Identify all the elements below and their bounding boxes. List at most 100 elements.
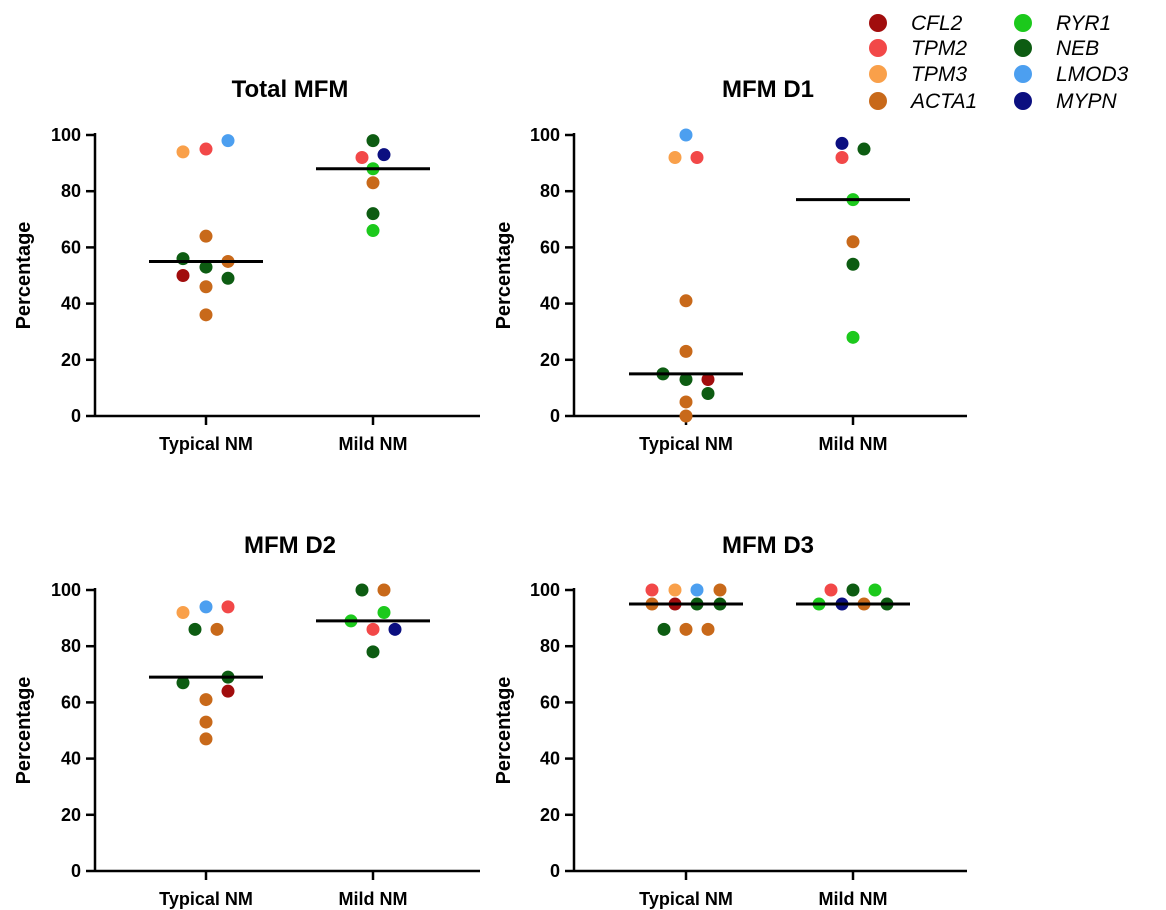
data-point — [366, 645, 380, 659]
y-axis-label: Percentage — [13, 677, 35, 785]
y-tick-label: 40 — [540, 294, 560, 314]
legend-marker — [1014, 92, 1032, 110]
data-point — [713, 583, 727, 597]
y-tick-label: 0 — [550, 861, 560, 881]
data-point — [679, 622, 693, 636]
data-point — [668, 583, 682, 597]
data-point — [690, 150, 704, 164]
legend-marker — [1014, 39, 1032, 57]
legend-item: CFL2 — [869, 12, 963, 35]
legend-item: TPM3 — [869, 63, 967, 86]
legend-marker — [869, 14, 887, 32]
y-tick-label: 40 — [61, 749, 81, 769]
data-point — [199, 732, 213, 746]
data-point — [657, 622, 671, 636]
data-point — [221, 134, 235, 148]
data-point — [690, 583, 704, 597]
legend-item: MYPN — [1014, 90, 1118, 113]
data-point — [199, 280, 213, 294]
chart-panel-4: MFM D3 Percentage 0 20 40 60 80 100 Typical NM Mi… — [493, 532, 967, 909]
x-tick-label: Typical NM — [159, 889, 253, 909]
legend-label: RYR1 — [1056, 12, 1111, 35]
data-point — [199, 308, 213, 322]
legend-item: ACTA1 — [869, 90, 977, 113]
x-tick-label: Mild NM — [819, 434, 888, 454]
y-tick-label: 0 — [71, 861, 81, 881]
chart-title: MFM D2 — [244, 532, 336, 559]
x-tick-label: Typical NM — [639, 889, 733, 909]
data-point — [679, 372, 693, 386]
y-tick-label: 20 — [61, 350, 81, 370]
y-tick-label: 0 — [550, 406, 560, 426]
data-point — [679, 395, 693, 409]
data-point — [679, 294, 693, 308]
data-point — [355, 583, 369, 597]
data-point — [366, 134, 380, 148]
legend-label: NEB — [1056, 37, 1099, 60]
data-point — [846, 583, 860, 597]
data-point — [199, 229, 213, 243]
legend-label: TPM3 — [911, 63, 967, 86]
data-point — [835, 136, 849, 150]
y-axis-label: Percentage — [493, 222, 515, 330]
y-tick-label: 0 — [71, 406, 81, 426]
data-point — [210, 622, 224, 636]
y-tick-label: 20 — [540, 350, 560, 370]
chart-panel-3: MFM D2 Percentage 0 20 40 60 80 100 Typical NM Mi… — [13, 532, 480, 909]
legend-label: MYPN — [1056, 90, 1118, 113]
data-point — [366, 224, 380, 238]
data-point — [388, 622, 402, 636]
data-point — [377, 148, 391, 162]
data-point — [188, 622, 202, 636]
data-point — [199, 693, 213, 707]
chart-title: MFM D3 — [722, 532, 814, 559]
data-point — [221, 271, 235, 285]
chart-title: MFM D1 — [722, 76, 814, 103]
legend-item: LMOD3 — [1014, 63, 1129, 86]
data-point — [846, 257, 860, 271]
data-point — [668, 150, 682, 164]
y-tick-label: 20 — [540, 805, 560, 825]
data-point — [176, 252, 190, 266]
data-point — [176, 676, 190, 690]
x-tick-label: Mild NM — [339, 434, 408, 454]
data-point — [701, 372, 715, 386]
data-point — [679, 344, 693, 358]
legend-item: NEB — [1014, 37, 1099, 60]
y-tick-label: 80 — [540, 181, 560, 201]
legend-marker — [869, 39, 887, 57]
y-tick-label: 100 — [530, 125, 560, 145]
legend-item: TPM2 — [869, 37, 967, 60]
legend-label: LMOD3 — [1056, 63, 1129, 86]
data-point — [199, 142, 213, 156]
data-point — [835, 150, 849, 164]
y-tick-label: 100 — [51, 125, 81, 145]
x-tick-label: Mild NM — [819, 889, 888, 909]
y-tick-label: 60 — [61, 692, 81, 712]
data-point — [679, 409, 693, 423]
data-point — [701, 387, 715, 401]
y-tick-label: 60 — [61, 237, 81, 257]
data-point — [176, 605, 190, 619]
data-point — [366, 176, 380, 190]
y-tick-label: 60 — [540, 237, 560, 257]
y-tick-label: 100 — [51, 580, 81, 600]
y-axis-label: Percentage — [13, 222, 35, 330]
data-point — [377, 583, 391, 597]
data-point — [199, 260, 213, 274]
chart-panel-1: Total MFM Percentage 0 20 40 60 80 100 Typical N… — [13, 76, 480, 454]
legend-item: RYR1 — [1014, 12, 1111, 35]
y-tick-label: 40 — [540, 749, 560, 769]
y-tick-label: 20 — [61, 805, 81, 825]
x-tick-label: Typical NM — [639, 434, 733, 454]
legend-label: TPM2 — [911, 37, 967, 60]
data-point — [176, 269, 190, 282]
data-point — [868, 583, 882, 597]
data-point — [355, 150, 369, 164]
chart-title: Total MFM — [232, 76, 349, 103]
legend-label: ACTA1 — [909, 90, 977, 113]
data-point — [645, 583, 659, 597]
data-point — [846, 235, 860, 249]
